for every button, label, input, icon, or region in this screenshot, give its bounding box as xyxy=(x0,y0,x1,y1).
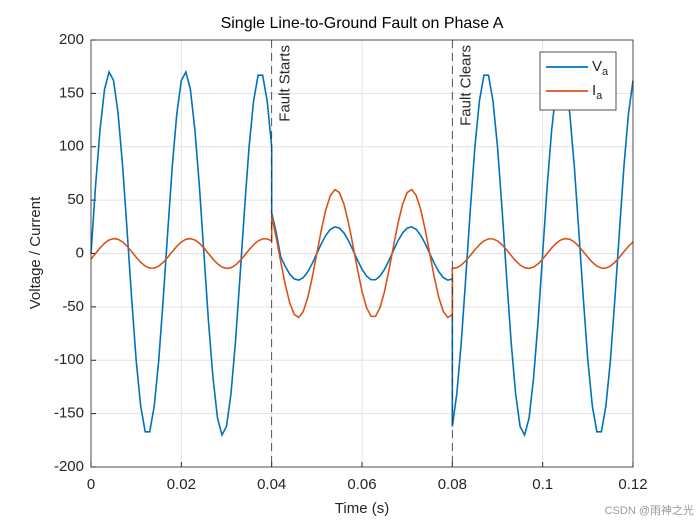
y-tick-label: 150 xyxy=(59,84,84,101)
y-tick-label: 100 xyxy=(59,138,84,155)
x-tick-label: 0.04 xyxy=(257,476,286,493)
series-line xyxy=(90,188,634,319)
legend-box xyxy=(539,51,617,111)
x-tick-label: 0.02 xyxy=(167,476,196,493)
legend-label: Ia xyxy=(592,82,603,102)
y-tick-label: -200 xyxy=(54,458,84,475)
x-axis-label: Time (s) xyxy=(335,500,389,517)
y-tick-label: -150 xyxy=(54,405,84,422)
chart-title: Single Line-to-Ground Fault on Phase A xyxy=(221,15,504,32)
x-tick-label: 0.12 xyxy=(618,476,647,493)
x-tick-label: 0 xyxy=(87,476,95,493)
y-tick-label: -50 xyxy=(62,298,84,315)
series-line xyxy=(90,69,634,438)
y-axis-label: Voltage / Current xyxy=(27,196,44,309)
x-tick-label: 0.08 xyxy=(438,476,467,493)
x-tick-label: 0.1 xyxy=(532,476,553,493)
y-tick-label: -100 xyxy=(54,351,84,368)
y-tick-label: 50 xyxy=(67,191,84,208)
axes-box xyxy=(90,39,634,468)
y-tick-label: 0 xyxy=(76,244,84,261)
y-tick-label: 200 xyxy=(59,31,84,48)
annotation-label: Fault Clears xyxy=(457,45,474,126)
x-tick-label: 0.06 xyxy=(347,476,376,493)
watermark: CSDN @雨神之光 xyxy=(605,503,694,517)
annotation-label: Fault Starts xyxy=(277,45,294,122)
